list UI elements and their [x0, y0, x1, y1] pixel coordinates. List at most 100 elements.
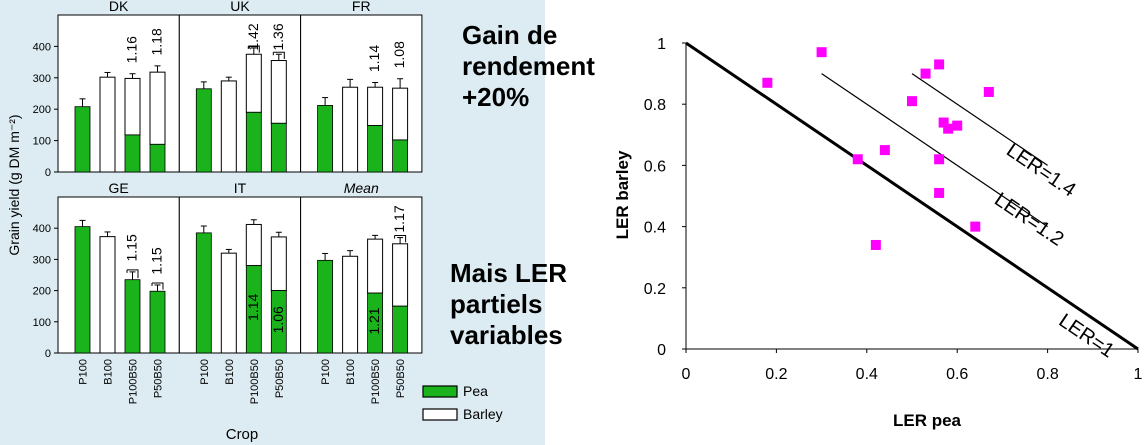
y-tick-label: 300	[33, 254, 51, 266]
y-tick-label: 0	[657, 342, 666, 359]
scatter-point	[934, 59, 945, 70]
ler-isoline-label: LER=1.4	[1002, 139, 1079, 201]
x-tick-label: 0.2	[765, 366, 787, 383]
panel-title: DK	[109, 0, 129, 14]
x-tick-label: 0.4	[856, 366, 878, 383]
legend: Pea Barley	[422, 383, 503, 422]
barley-bar	[149, 71, 166, 145]
barley-bar	[270, 236, 287, 292]
scatter-point	[879, 145, 890, 156]
barley-bar	[367, 86, 384, 127]
x-axis-label: Crop	[226, 426, 259, 443]
pea-bar	[317, 105, 334, 173]
x-tick-label: 0.6	[946, 366, 968, 383]
barley-bar	[220, 80, 237, 173]
yield-gain-caption: Gain de rendement +20%	[462, 20, 595, 113]
ler-value-label: 1.15	[149, 247, 165, 274]
scatter-point	[852, 154, 863, 165]
x-tick-label: P50B50	[274, 359, 286, 398]
pea-bar	[317, 259, 334, 354]
pea-bar	[392, 305, 409, 354]
ler-value-label: 1.17	[391, 205, 407, 232]
scatter-point	[816, 47, 827, 58]
pea-bar	[149, 290, 166, 354]
pea-bar	[195, 88, 212, 173]
scatter-point	[983, 86, 994, 97]
pea-bar	[245, 265, 262, 354]
x-tick-label: P100B50	[370, 359, 382, 404]
interval-bracket	[126, 269, 139, 279]
caption-line: variables	[450, 320, 563, 350]
y-tick-label: 100	[33, 136, 51, 148]
barley-bar	[270, 60, 287, 124]
pea-bar	[74, 226, 91, 354]
y-tick-label: 0.6	[644, 158, 666, 175]
scatter-point	[943, 123, 954, 134]
barley-bar	[392, 243, 409, 307]
barley-bar	[342, 255, 359, 354]
x-tick-label: 0	[682, 366, 691, 383]
x-tick-label: 1	[1134, 366, 1143, 383]
y-tick-label: 0	[45, 348, 51, 360]
pea-bar	[367, 125, 384, 173]
scatter-point	[870, 239, 881, 250]
barley-bar	[367, 238, 384, 294]
pea-bar	[367, 292, 384, 354]
caption-line: partiels	[450, 289, 543, 319]
y-tick-label: 1	[657, 36, 666, 53]
y-tick-label: 0.8	[644, 97, 666, 114]
y-tick-label: 200	[33, 104, 51, 116]
partial-ler-caption: Mais LER partiels variables	[450, 258, 567, 351]
panel-title: Mean	[344, 180, 379, 196]
ler-isoline-label: LER=1	[1055, 310, 1118, 363]
ler-value-label: 1.18	[149, 28, 165, 55]
ler-isoline	[685, 41, 1139, 351]
barley-bar	[124, 77, 141, 136]
y-tick-label: 400	[33, 41, 51, 53]
y-tick-label: 0.2	[644, 281, 666, 298]
y-tick-label: 0.4	[644, 220, 666, 237]
interval-bracket	[151, 282, 164, 290]
ler-isoline-label: LER=1.2	[990, 189, 1067, 251]
pea-bar	[195, 232, 212, 354]
pea-bar	[124, 279, 141, 354]
legend-barley-label: Barley	[463, 406, 503, 422]
ler-value-label: 1.42	[245, 23, 261, 50]
x-tick-label: P100	[199, 359, 211, 385]
panel-title: GE	[109, 180, 129, 196]
ler-value-label: 1.16	[124, 36, 140, 63]
y-tick-label: 200	[33, 286, 51, 298]
pea-bar	[149, 143, 166, 173]
y-tick-label: 100	[33, 317, 51, 329]
x-tick-label: P100B50	[128, 359, 140, 404]
ler-isoline	[821, 73, 1048, 228]
scatter-point	[970, 221, 981, 232]
ler-value-label: 1.08	[391, 41, 407, 68]
x-tick-label: 0.8	[1036, 366, 1058, 383]
scatter-point	[934, 154, 945, 165]
yield-bar-chart-figure: DK 0 100 200 300 400 1.16 1.18 UK 1.42 1.36 FR 1.14 1…	[0, 0, 545, 445]
barley-bar	[99, 76, 116, 173]
y-tick-label: 300	[33, 73, 51, 85]
x-tick-label: P50B50	[395, 359, 407, 398]
pea-bar	[74, 106, 91, 173]
panel-title: FR	[352, 0, 371, 14]
scatter-point	[907, 96, 917, 107]
y-tick-label: 400	[33, 223, 51, 235]
caption-line: Gain de	[462, 20, 558, 50]
ler-isoline	[911, 73, 1048, 166]
caption-line: rendement	[462, 51, 595, 81]
pea-bar	[245, 111, 262, 173]
barley-bar	[392, 87, 409, 141]
ler-value-label: 1.21	[366, 307, 382, 334]
legend-barley-swatch	[422, 408, 458, 421]
y-axis-label: Grain yield (g DM m⁻²)	[6, 114, 22, 255]
barley-bar	[245, 53, 262, 113]
pea-bar	[270, 290, 287, 354]
ler-value-label: 1.15	[124, 234, 140, 261]
scatter-point	[934, 187, 945, 198]
barley-bar	[245, 223, 262, 267]
x-tick-label: P100B50	[249, 359, 261, 404]
pea-bar	[270, 122, 287, 173]
scatter-point	[762, 77, 773, 88]
